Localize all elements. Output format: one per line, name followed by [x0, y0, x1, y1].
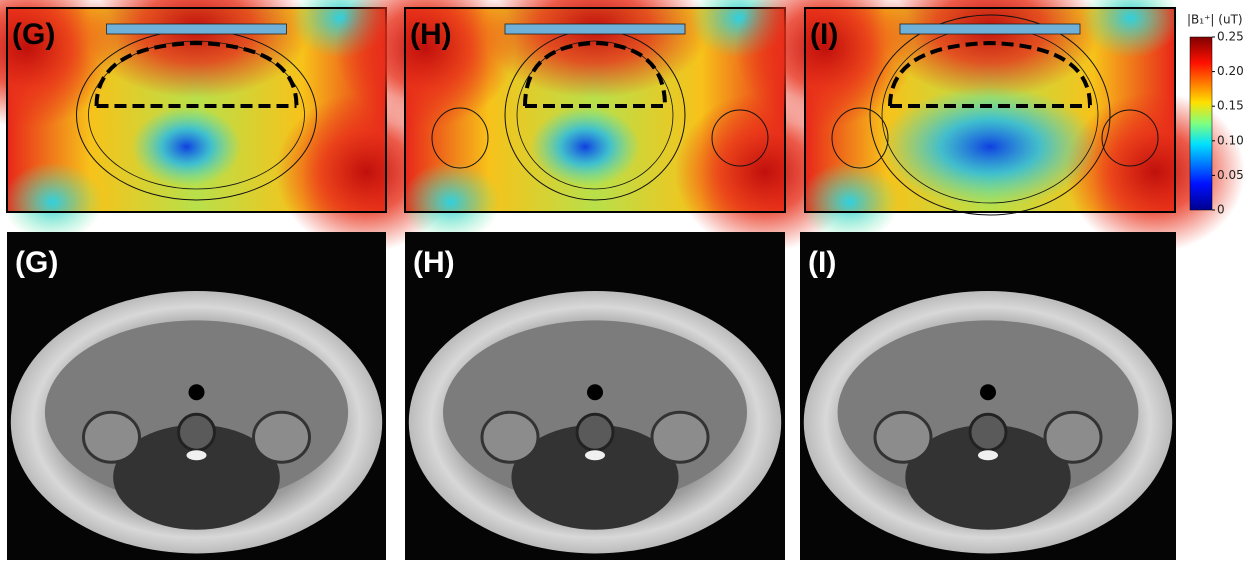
mri-spinal-canal [585, 450, 605, 460]
mri-aorta [980, 384, 996, 400]
panel-label: (H) [413, 246, 455, 279]
mri-kidney [1045, 412, 1101, 462]
mri-spine [970, 414, 1006, 450]
colorbar-tick-label: 0.15 [1217, 99, 1244, 113]
colorbar-label: |B₁⁺| (uT) [1187, 13, 1243, 27]
field-map-panel: (I) [735, 0, 1245, 252]
mri-aorta [587, 384, 603, 400]
mri-spinal-canal [187, 450, 207, 460]
field-coldspot [2, 162, 102, 242]
mri-spinal-canal [978, 450, 998, 460]
coil-array [107, 24, 287, 34]
panel-label: (H) [410, 18, 452, 51]
panel-label: (G) [12, 18, 55, 51]
colorbar-tick-label: 0 [1217, 203, 1225, 217]
mri-panel: (I) [800, 232, 1176, 560]
colorbar-tick-label: 0.05 [1217, 168, 1244, 182]
panel-label: (G) [15, 246, 58, 279]
mri-spine [179, 414, 215, 450]
mri-spine [577, 414, 613, 450]
mri-kidney [84, 412, 140, 462]
field-coldspot [799, 162, 899, 242]
mri-kidney [652, 412, 708, 462]
colorbar [1190, 37, 1212, 210]
colorbar-tick-label: 0.10 [1217, 133, 1244, 147]
coil-array [900, 24, 1080, 34]
field-coldspot [132, 107, 242, 187]
mri-panel: (H) [405, 232, 785, 560]
panel-label: (I) [808, 246, 836, 279]
coil-array [505, 24, 685, 34]
mri-panel: (G) [7, 232, 386, 560]
figure: (G) (H) (I) (G) (H) (I) |B₁⁺| (uT) 0 0.05 0.10 0.1… [0, 0, 1255, 562]
field-coldspot [530, 107, 640, 187]
colorbar-tick-label: 0.25 [1217, 30, 1244, 44]
mri-aorta [189, 384, 205, 400]
mri-kidney [875, 412, 931, 462]
colorbar-tick-label: 0.20 [1217, 64, 1244, 78]
field-coldspot [401, 162, 501, 242]
panel-label: (I) [810, 18, 838, 51]
mri-kidney [482, 412, 538, 462]
mri-kidney [254, 412, 310, 462]
